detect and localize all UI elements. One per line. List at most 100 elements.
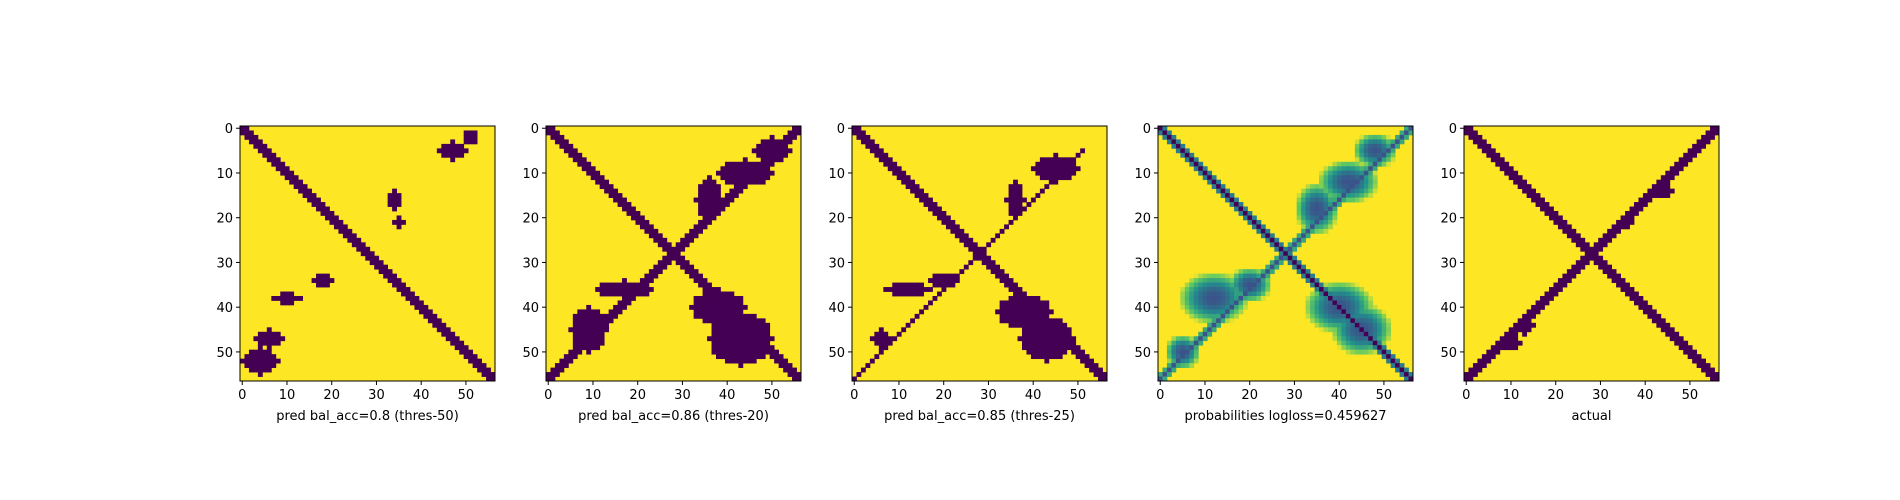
heatmap-cell bbox=[1062, 166, 1068, 172]
heatmap-cell bbox=[1180, 287, 1186, 292]
heatmap-cell bbox=[546, 130, 551, 136]
heatmap-cell bbox=[1314, 318, 1320, 324]
heatmap-cell bbox=[1158, 126, 1163, 131]
heatmap-cell bbox=[1363, 166, 1369, 172]
heatmap-cell bbox=[1193, 287, 1199, 292]
heatmap-cell bbox=[742, 340, 748, 346]
heatmap-cell bbox=[1332, 282, 1338, 288]
heatmap-cell bbox=[1687, 345, 1693, 351]
heatmap-cell bbox=[338, 228, 344, 234]
heatmap-cell bbox=[1368, 152, 1374, 158]
heatmap-cell bbox=[1381, 336, 1387, 342]
heatmap-cell bbox=[1350, 184, 1356, 190]
heatmap-cell bbox=[266, 331, 272, 337]
heatmap-cell bbox=[910, 188, 916, 194]
heatmap-cell bbox=[639, 282, 645, 288]
heatmap-cell bbox=[878, 157, 884, 163]
heatmap-cell bbox=[724, 358, 730, 364]
heatmap-cell bbox=[1359, 287, 1365, 292]
heatmap-cell bbox=[1625, 282, 1630, 288]
heatmap-cell bbox=[1084, 358, 1090, 364]
heatmap-cell bbox=[1310, 296, 1315, 301]
heatmap-cell bbox=[1030, 354, 1036, 360]
heatmap-cell bbox=[1008, 282, 1014, 288]
heatmap-cell bbox=[1238, 278, 1244, 283]
y-tick-label: 40 bbox=[216, 301, 233, 316]
heatmap-cell bbox=[729, 358, 735, 364]
heatmap-cell bbox=[1022, 336, 1027, 342]
heatmap-cell bbox=[724, 161, 730, 167]
heatmap-cell bbox=[1642, 304, 1648, 310]
heatmap-cell bbox=[1341, 161, 1347, 167]
heatmap-cell bbox=[1216, 300, 1222, 306]
heatmap-cell bbox=[751, 358, 757, 364]
heatmap-cell bbox=[1354, 170, 1360, 176]
heatmap-cell bbox=[1602, 269, 1608, 275]
heatmap-cell bbox=[414, 304, 420, 310]
heatmap-cell bbox=[869, 336, 875, 342]
heatmap-cell bbox=[481, 367, 487, 373]
heatmap-cell bbox=[1368, 340, 1374, 346]
heatmap-cell bbox=[581, 318, 587, 324]
heatmap-cell bbox=[1350, 197, 1356, 203]
heatmap-cell bbox=[1017, 184, 1023, 190]
heatmap-cell bbox=[1216, 188, 1222, 194]
heatmap-cell bbox=[729, 331, 735, 337]
heatmap-cell bbox=[1341, 188, 1347, 194]
heatmap-cell bbox=[1035, 166, 1041, 172]
heatmap-cell bbox=[1368, 134, 1374, 140]
heatmap-cell bbox=[1220, 193, 1226, 198]
heatmap-cell bbox=[1368, 179, 1374, 185]
heatmap-cell bbox=[1589, 246, 1595, 252]
heatmap-cell bbox=[720, 291, 726, 297]
heatmap-cell bbox=[1584, 242, 1590, 248]
heatmap-cell bbox=[954, 273, 960, 279]
heatmap-cell bbox=[1229, 282, 1235, 288]
heatmap-cell bbox=[1175, 363, 1181, 368]
heatmap-cell bbox=[1660, 179, 1666, 185]
heatmap-cell bbox=[311, 193, 317, 198]
heatmap-cell bbox=[1341, 309, 1347, 315]
heatmap-cell bbox=[1464, 372, 1469, 377]
heatmap-cell bbox=[1189, 152, 1195, 158]
heatmap-cell bbox=[1004, 309, 1009, 315]
heatmap-cell bbox=[360, 242, 366, 248]
heatmap-cell bbox=[1386, 322, 1392, 328]
heatmap-cell bbox=[1323, 211, 1329, 216]
heatmap-cell bbox=[1265, 287, 1271, 292]
heatmap-cell bbox=[1598, 255, 1604, 261]
heatmap-cell bbox=[716, 309, 721, 315]
heatmap-cell bbox=[1345, 300, 1351, 306]
heatmap-cell bbox=[852, 130, 857, 136]
x-tick-label: 10 bbox=[1197, 388, 1214, 403]
heatmap-cell bbox=[572, 148, 578, 154]
heatmap-cell bbox=[1513, 345, 1519, 351]
heatmap-cell bbox=[338, 219, 344, 225]
heatmap-cell bbox=[392, 197, 397, 203]
heatmap-cell bbox=[599, 287, 605, 292]
heatmap-cell bbox=[1386, 157, 1392, 163]
heatmap-cell bbox=[733, 322, 739, 328]
y-tick-label: 30 bbox=[828, 256, 845, 271]
heatmap-cell bbox=[1377, 309, 1383, 315]
heatmap-cell bbox=[1377, 327, 1383, 333]
heatmap-cell bbox=[599, 313, 605, 319]
heatmap-cell bbox=[1332, 211, 1338, 216]
heatmap-cell bbox=[1692, 152, 1698, 158]
heatmap-cell bbox=[1062, 175, 1068, 181]
heatmap-cell bbox=[1381, 309, 1387, 315]
heatmap-cell bbox=[729, 349, 735, 355]
heatmap-cell bbox=[1030, 197, 1036, 203]
heatmap-cell bbox=[765, 139, 771, 145]
heatmap-cell bbox=[1504, 166, 1510, 172]
heatmap-cell bbox=[720, 197, 726, 203]
heatmap-cell bbox=[1035, 336, 1041, 342]
heatmap-cell bbox=[1710, 130, 1715, 136]
heatmap-cell bbox=[1269, 242, 1275, 248]
heatmap-cell bbox=[787, 134, 793, 140]
heatmap-cell bbox=[635, 291, 641, 297]
heatmap-cell bbox=[1710, 134, 1715, 140]
heatmap-cell bbox=[1287, 260, 1293, 266]
y-tick-label: 10 bbox=[1440, 167, 1457, 182]
heatmap-cell bbox=[1062, 161, 1068, 167]
